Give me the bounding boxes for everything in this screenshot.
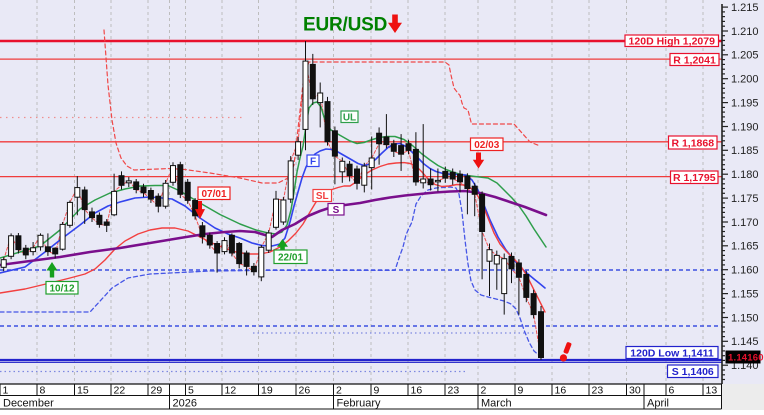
svg-text:13: 13 bbox=[706, 385, 718, 397]
svg-text:6: 6 bbox=[669, 385, 675, 397]
svg-text:1.165: 1.165 bbox=[731, 241, 759, 253]
svg-text:1.155: 1.155 bbox=[731, 288, 759, 300]
svg-text:February: February bbox=[337, 398, 382, 410]
svg-text:1.195: 1.195 bbox=[731, 97, 759, 109]
svg-text:S 1,1406: S 1,1406 bbox=[672, 366, 714, 378]
svg-text:23: 23 bbox=[448, 385, 460, 397]
svg-text:1.215: 1.215 bbox=[731, 2, 759, 14]
svg-text:1.210: 1.210 bbox=[731, 26, 759, 38]
svg-text:1.145: 1.145 bbox=[731, 336, 759, 348]
svg-text:March: March bbox=[481, 398, 512, 410]
svg-text:19: 19 bbox=[261, 385, 273, 397]
svg-text:1.205: 1.205 bbox=[731, 50, 759, 62]
svg-text:120D High 1,2079: 120D High 1,2079 bbox=[629, 36, 716, 48]
svg-text:29: 29 bbox=[151, 385, 163, 397]
svg-text:2026: 2026 bbox=[173, 398, 197, 410]
svg-text:1.160: 1.160 bbox=[731, 265, 759, 277]
svg-text:8: 8 bbox=[40, 385, 46, 397]
svg-text:120D Low 1,1411: 120D Low 1,1411 bbox=[630, 347, 714, 359]
svg-text:15: 15 bbox=[77, 385, 89, 397]
svg-text:1.150: 1.150 bbox=[731, 312, 759, 324]
svg-text:R 1,1868: R 1,1868 bbox=[671, 137, 714, 149]
svg-text:16: 16 bbox=[411, 385, 423, 397]
svg-text:1.180: 1.180 bbox=[731, 169, 759, 181]
svg-text:1.14160: 1.14160 bbox=[728, 353, 764, 364]
svg-text:1.170: 1.170 bbox=[731, 217, 759, 229]
svg-text:30: 30 bbox=[629, 385, 641, 397]
svg-text:16: 16 bbox=[555, 385, 567, 397]
svg-text:9: 9 bbox=[518, 385, 524, 397]
svg-text:07/01: 07/01 bbox=[201, 189, 226, 200]
svg-text:SL: SL bbox=[316, 191, 329, 202]
svg-text:9: 9 bbox=[374, 385, 380, 397]
svg-text:R 1,2041: R 1,2041 bbox=[673, 54, 716, 66]
svg-text:1.175: 1.175 bbox=[731, 193, 759, 205]
svg-text:02/03: 02/03 bbox=[474, 140, 499, 151]
svg-text:2: 2 bbox=[481, 385, 487, 397]
svg-text:5: 5 bbox=[188, 385, 194, 397]
svg-text:2: 2 bbox=[336, 385, 342, 397]
svg-text:1.185: 1.185 bbox=[731, 145, 759, 157]
svg-text:S: S bbox=[333, 205, 340, 216]
svg-text:12: 12 bbox=[225, 385, 237, 397]
svg-text:R 1,1795: R 1,1795 bbox=[673, 172, 716, 184]
svg-text:UL: UL bbox=[343, 112, 356, 123]
svg-text:1: 1 bbox=[3, 385, 9, 397]
svg-text:22: 22 bbox=[114, 385, 126, 397]
svg-text:December: December bbox=[3, 398, 54, 410]
svg-text:26: 26 bbox=[299, 385, 311, 397]
svg-text:23: 23 bbox=[592, 385, 604, 397]
svg-text:April: April bbox=[647, 398, 669, 410]
svg-text:1.200: 1.200 bbox=[731, 74, 759, 86]
svg-text:EUR/USD: EUR/USD bbox=[303, 15, 387, 36]
svg-text:F: F bbox=[310, 156, 316, 167]
svg-text:10/12: 10/12 bbox=[49, 283, 74, 294]
svg-text:22/01: 22/01 bbox=[278, 252, 303, 263]
svg-text:1.190: 1.190 bbox=[731, 121, 759, 133]
